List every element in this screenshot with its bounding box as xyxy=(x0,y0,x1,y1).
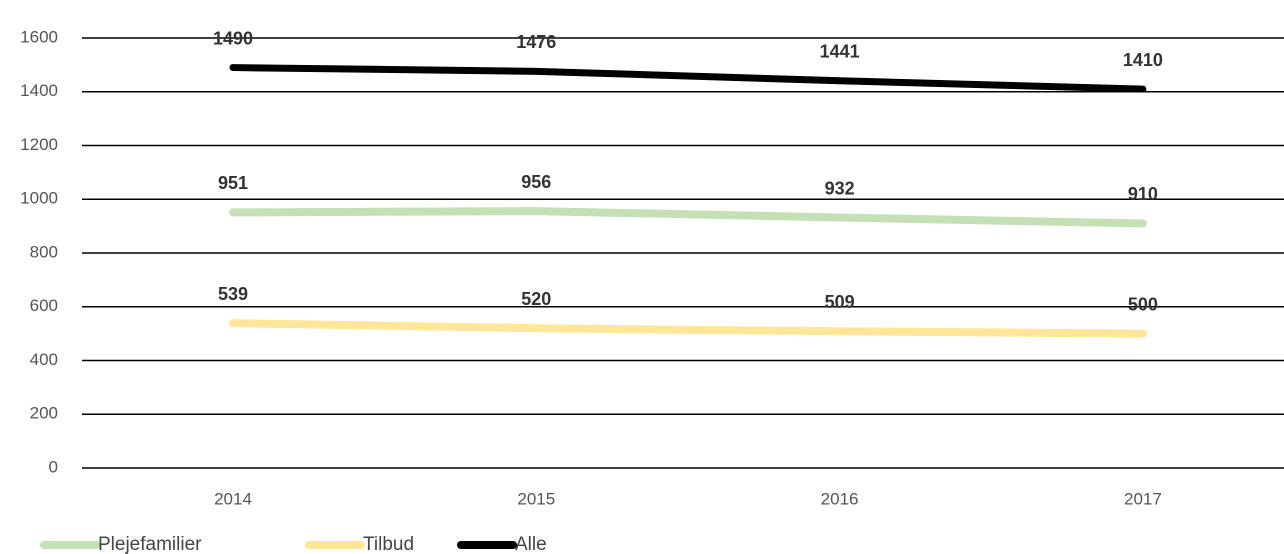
y-tick-label: 0 xyxy=(49,457,58,476)
y-tick-label: 200 xyxy=(30,404,58,423)
x-tick-label: 2017 xyxy=(1124,489,1162,508)
y-tick-label: 1600 xyxy=(20,27,58,46)
y-tick-label: 600 xyxy=(30,296,58,315)
y-tick-label: 1200 xyxy=(20,135,58,154)
series-line xyxy=(229,64,1147,93)
legend-label: Plejefamilier xyxy=(98,534,202,554)
data-label: 956 xyxy=(521,172,551,192)
series-line xyxy=(229,207,1147,228)
data-label: 1441 xyxy=(820,41,860,61)
x-tick-label: 2014 xyxy=(214,489,252,508)
legend-label: Alle xyxy=(515,534,547,554)
data-label: 539 xyxy=(218,284,248,304)
data-label: 500 xyxy=(1128,294,1158,314)
y-tick-label: 800 xyxy=(30,242,58,261)
data-label: 910 xyxy=(1128,184,1158,204)
x-tick-label: 2016 xyxy=(821,489,859,508)
y-tick-label: 400 xyxy=(30,350,58,369)
series-line xyxy=(229,319,1147,338)
data-label: 1476 xyxy=(516,32,556,52)
data-label: 1490 xyxy=(213,28,253,48)
legend-label: Tilbud xyxy=(363,534,414,554)
data-label: 520 xyxy=(521,289,551,309)
x-tick-label: 2015 xyxy=(517,489,555,508)
y-tick-label: 1400 xyxy=(20,81,58,100)
data-label: 1410 xyxy=(1123,50,1163,70)
data-label: 509 xyxy=(825,292,855,312)
y-tick-label: 1000 xyxy=(20,189,58,208)
data-label: 951 xyxy=(218,173,248,193)
data-label: 932 xyxy=(825,178,855,198)
